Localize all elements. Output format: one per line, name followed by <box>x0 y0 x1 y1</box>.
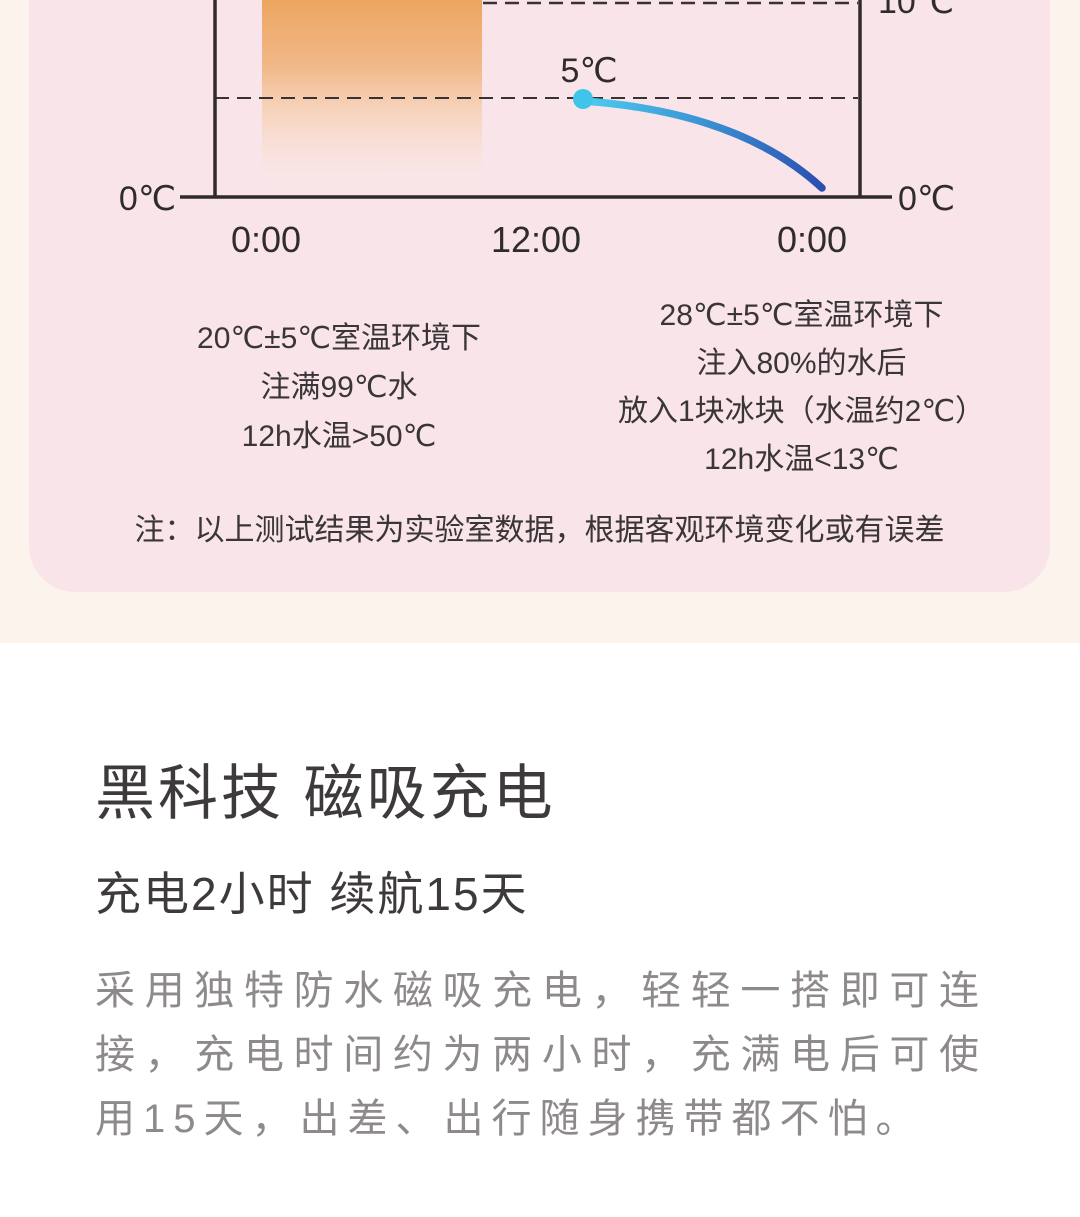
cooling-curve-area <box>583 101 822 196</box>
disclaimer-note: 注：以上测试结果为实验室数据，根据客观环境变化或有误差 <box>134 514 945 547</box>
hot-test-line3: 12h水温>50℃ <box>241 420 437 453</box>
cold-test-line3: 放入1块冰块（水温约2℃） <box>617 395 986 428</box>
point-label-5c: 5℃ <box>560 52 617 90</box>
feature-title: 黑科技 磁吸充电 <box>95 760 556 827</box>
cold-test-line4: 12h水温<13℃ <box>704 443 899 476</box>
x-tick-000-right: 0:00 <box>777 219 847 260</box>
x-tick-000-left: 0:00 <box>231 219 301 260</box>
x-tick-1200: 12:00 <box>491 219 581 260</box>
hot-test-line1: 20℃±5℃室温环境下 <box>197 322 481 355</box>
hero-section: 10℃ 5℃ 0℃ 0℃ 0:00 12:00 0:00 20℃±5℃室温环境下… <box>0 0 1080 643</box>
y-label-0c-right: 0℃ <box>898 180 955 218</box>
chart-panel: 10℃ 5℃ 0℃ 0℃ 0:00 12:00 0:00 20℃±5℃室温环境下… <box>29 0 1050 592</box>
temperature-chart: 10℃ 5℃ 0℃ 0℃ 0:00 12:00 0:00 <box>119 0 955 260</box>
cold-test-line1: 28℃±5℃室温环境下 <box>659 299 944 332</box>
y-label-0c-left: 0℃ <box>119 180 176 218</box>
hot-test-line2: 注满99℃水 <box>260 371 418 404</box>
cold-test-line2: 注入80%的水后 <box>696 347 907 380</box>
cooling-curve <box>579 97 826 192</box>
y-label-10c: 10℃ <box>878 0 954 21</box>
cold-test-caption: 28℃±5℃室温环境下 注入80%的水后 放入1块冰块（水温约2℃） 12h水温… <box>579 292 1024 484</box>
hot-test-caption: 20℃±5℃室温环境下 注满99℃水 12h水温>50℃ <box>149 314 529 461</box>
curve-start-dot <box>573 89 593 109</box>
feature-body-text: 采用独特防水磁吸充电，轻轻一搭即可连接，充电时间约为两小时，充满电后可使用15天… <box>95 969 987 1141</box>
feature-subtitle: 充电2小时 续航15天 <box>95 868 529 920</box>
